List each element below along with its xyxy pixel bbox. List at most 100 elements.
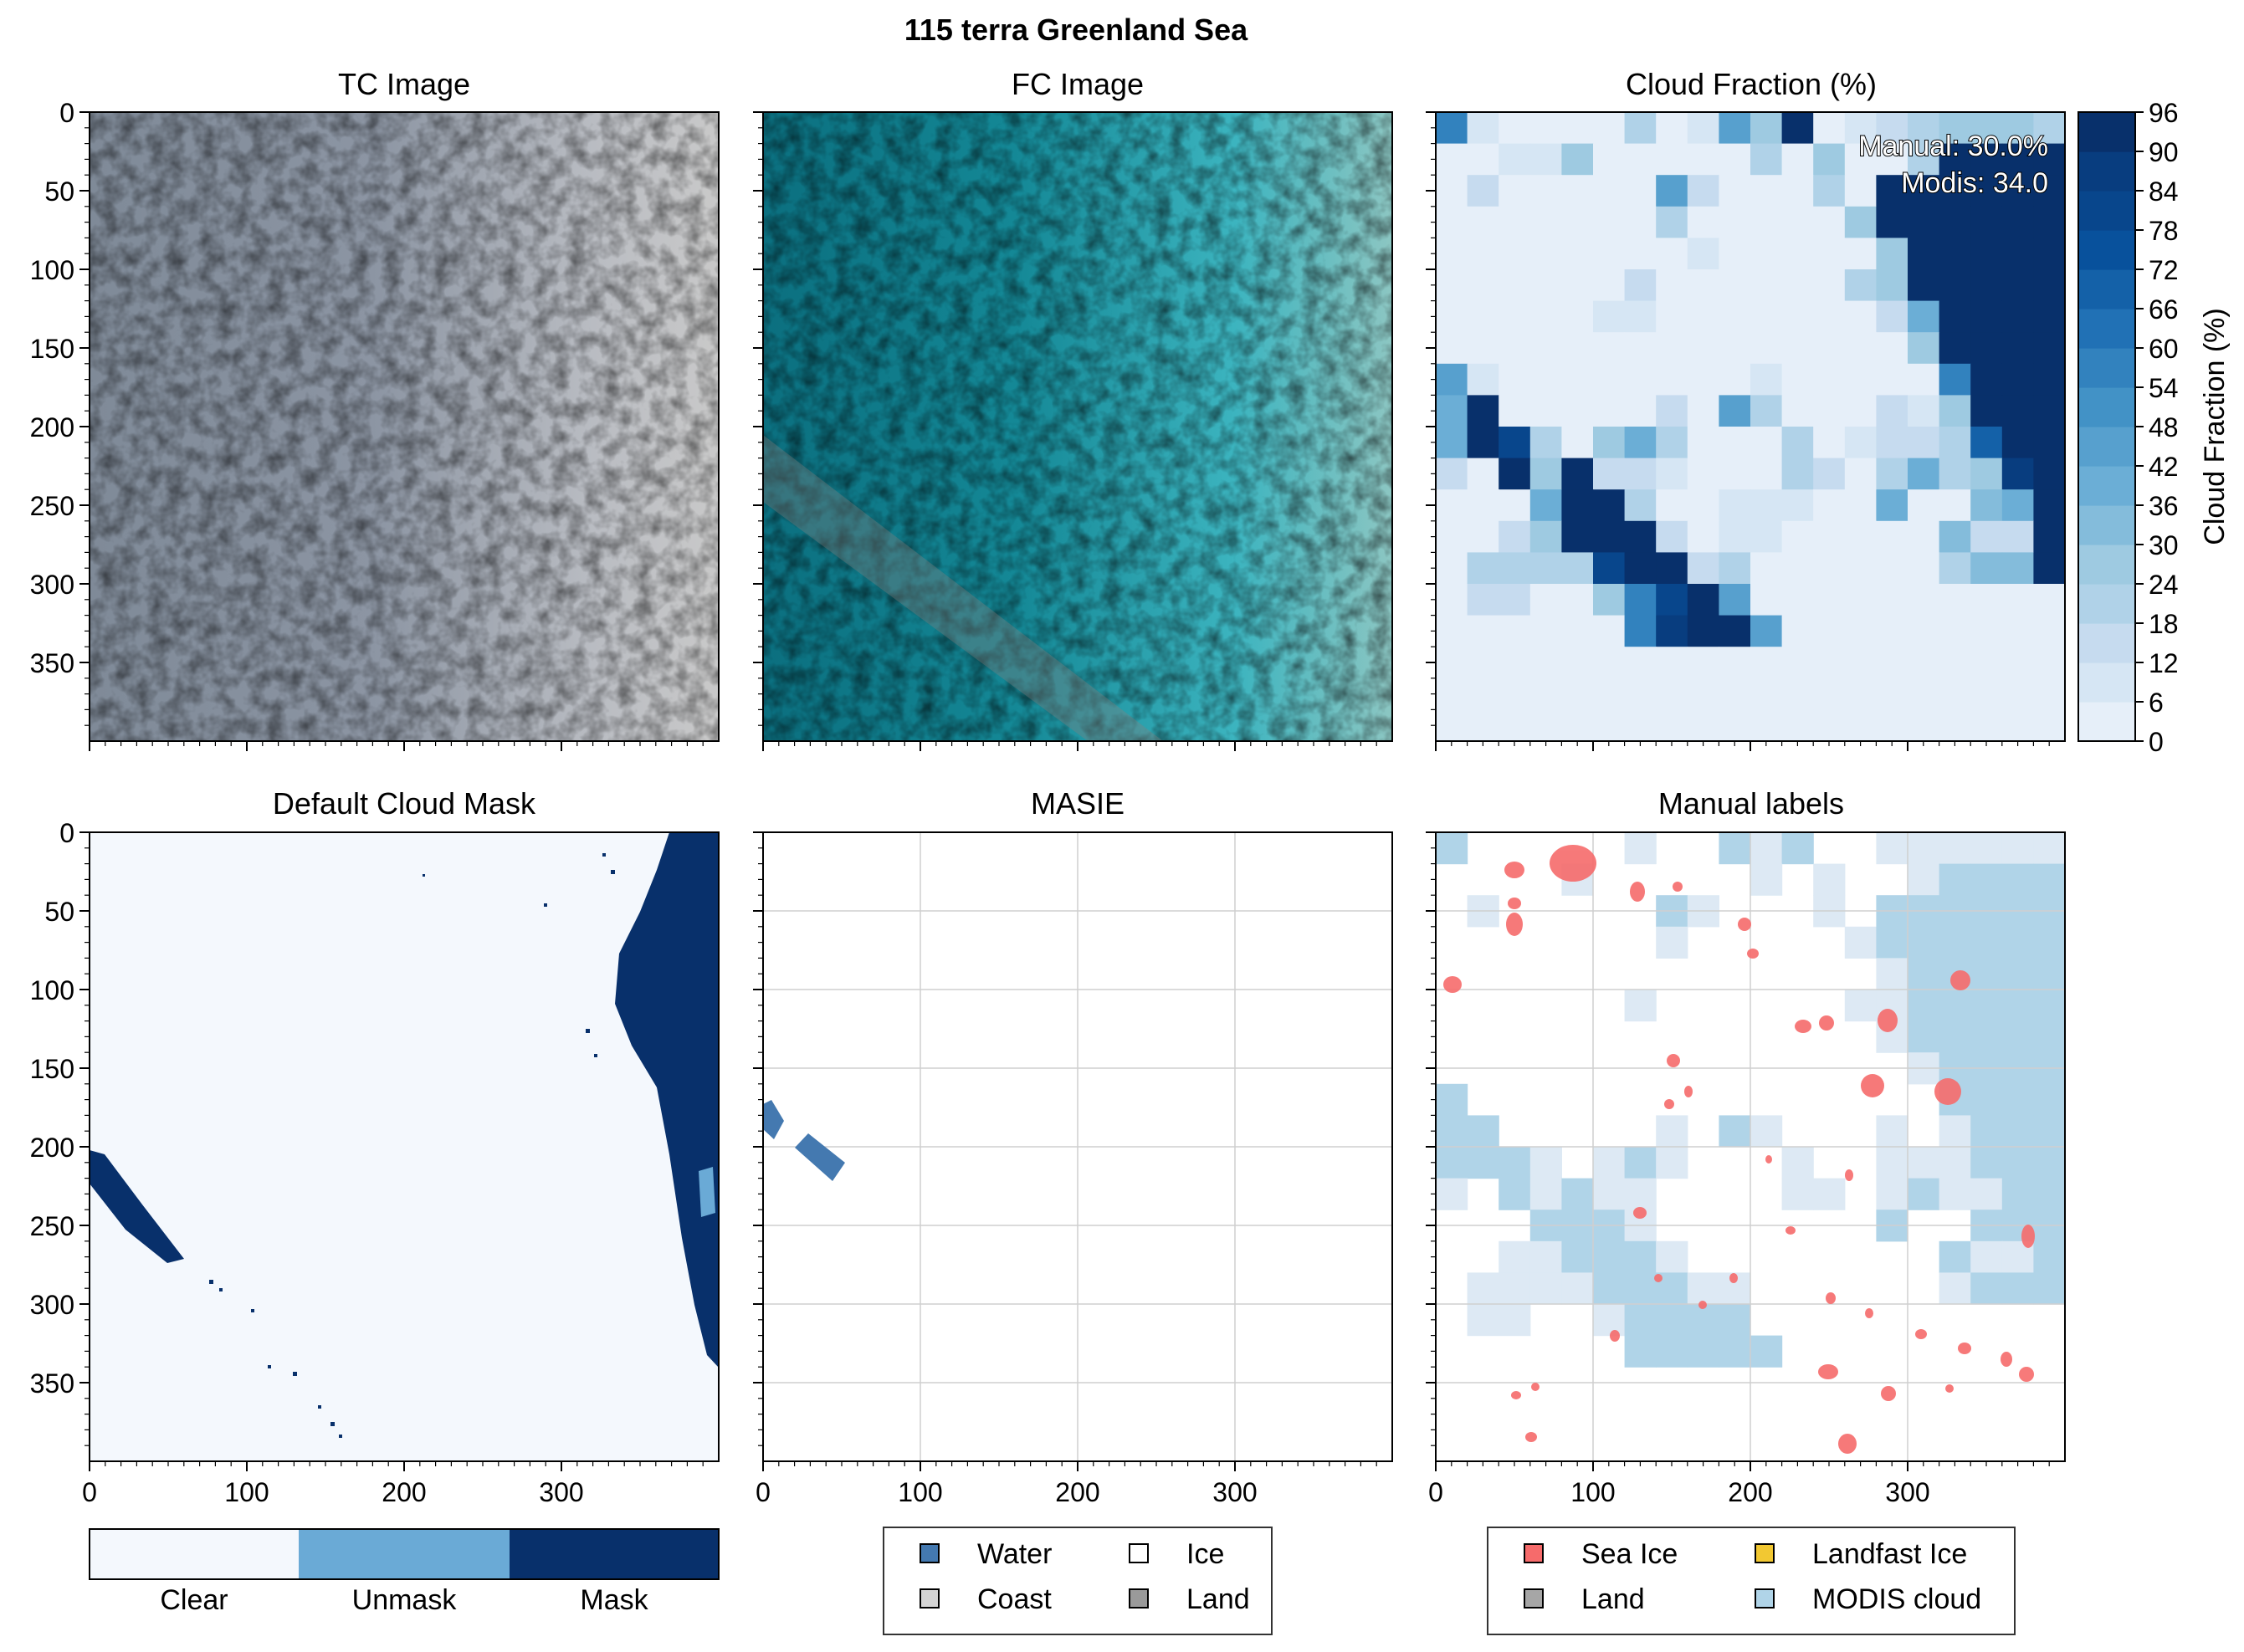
cloud-fraction-cell (1687, 427, 1719, 459)
modis-cloud-cell (1719, 1304, 1751, 1337)
cloud-fraction-cell (1436, 332, 1468, 365)
cloud-fraction-cell (1781, 175, 1814, 207)
cloud-fraction-cell (1593, 520, 1626, 553)
cloud-fraction-cell (1436, 269, 1468, 302)
cloud-fraction-cell (1970, 709, 2003, 742)
modis-cloud-cell (1939, 1147, 1971, 1179)
figure-title: 115 terra Greenland Sea (904, 13, 1248, 47)
cloud-fraction-cell (1593, 615, 1626, 647)
cloud-fraction-cell (1529, 520, 1562, 553)
cloud-fraction-cell (1970, 363, 2003, 396)
cloud-fraction-cell (1561, 427, 1594, 459)
cloud-fraction-cell (1687, 269, 1719, 302)
colorbar-segment (2078, 662, 2135, 703)
modis-cloud-cell (1876, 926, 1908, 959)
cloud-fraction-cell (2033, 395, 2066, 427)
colorbar-segment (2078, 623, 2135, 663)
cloud-fraction-cell (1939, 709, 1971, 742)
y-tick-label: 100 (30, 255, 74, 285)
colorbar-tick-label: 84 (2149, 176, 2179, 207)
colorbar-tick-label: 54 (2149, 373, 2179, 403)
cloud-fraction-cell (1529, 552, 1562, 585)
colorbar-segment (2078, 427, 2135, 467)
cloud-fraction-cell (1499, 489, 1531, 522)
cloud-fraction-cell (1719, 395, 1751, 427)
cloud-fraction-cell (1844, 300, 1877, 333)
cloud-fraction-cell (1467, 584, 1499, 616)
cloud-fraction-cell (1939, 489, 1971, 522)
cloud-fraction-cell (1529, 238, 1562, 270)
modis-cloud-cell (1436, 1083, 1468, 1116)
modis-cloud-cell (1624, 1335, 1657, 1368)
cloud-fraction-cell (1908, 458, 1940, 490)
modis-cloud-cell (2001, 958, 2034, 990)
colorbar-tick-label: 0 (2149, 727, 2164, 757)
cloud-fraction-cell (1593, 363, 1626, 396)
cloud-fraction-cell (2033, 647, 2066, 679)
cloud-fraction-cell (1970, 552, 2003, 585)
cloud-fraction-cell (1908, 552, 1940, 585)
cloud-fraction-cell (1908, 647, 1940, 679)
cloud-fraction-cell (2033, 363, 2066, 396)
modis-cloud-cell (1908, 990, 1940, 1022)
cloud-fraction-cell (1593, 584, 1626, 616)
cloud-mask-image (90, 832, 719, 1461)
cloud-fraction-cell (1939, 584, 1971, 616)
modis-cloud-cell (1781, 1178, 1814, 1210)
masie-gridlines (763, 832, 1392, 1461)
modis-cloud-cell (1656, 1335, 1688, 1368)
modis-cloud-cell (1529, 1178, 1562, 1210)
cloud-fraction-cell (1624, 143, 1657, 176)
cloud-fraction-cell (1624, 584, 1657, 616)
y-tick-label: 100 (30, 975, 74, 1005)
cloud-fraction-cell (1529, 458, 1562, 490)
cloud-fraction-cell (1844, 427, 1877, 459)
cloud-fraction-cell (1467, 395, 1499, 427)
modis-cloud-cell (1656, 1304, 1688, 1337)
colorbar-tick-label: 96 (2149, 98, 2179, 128)
colorbar-tick-label: 42 (2149, 452, 2179, 482)
legend-swatch-ice (1129, 1543, 1149, 1563)
cloud-fraction-cell (1624, 175, 1657, 207)
modis-cloud-cell (1939, 990, 1971, 1022)
cloud-fraction-cell (1436, 206, 1468, 238)
colorbar-label: Cloud Fraction (%) (2199, 308, 2231, 545)
modis-cloud-cell (1436, 1115, 1468, 1148)
modis-cloud-cell (1813, 863, 1846, 896)
cloud-fraction-cell (1908, 678, 1940, 710)
colorbar-segment (2078, 151, 2135, 192)
x-tick-label: 0 (1428, 1477, 1443, 1507)
cloud-fraction-cell (1844, 363, 1877, 396)
x-tick-label: 0 (82, 1477, 97, 1507)
cloud-fraction-cell (1656, 584, 1688, 616)
modis-cloud-cell (2001, 832, 2034, 865)
modis-annotation: Modis: 34.0 (1901, 167, 2048, 199)
modis-cloud-cell (1908, 832, 1940, 865)
cloud-fraction-cell (2033, 584, 2066, 616)
colorbar-tick-label: 24 (2149, 570, 2179, 600)
cloud-mask-legend: Clear Unmask Mask (89, 1528, 720, 1616)
modis-cloud-cell (1876, 832, 1908, 865)
cloud-fraction-cell (1970, 427, 2003, 459)
cloud-fraction-cell (1876, 238, 1908, 270)
modis-cloud-cell (1561, 1178, 1594, 1210)
modis-cloud-cell (1750, 1335, 1783, 1368)
cloud-fraction-cell (1529, 647, 1562, 679)
cloud-fraction-cell (1939, 300, 1971, 333)
masie-water-patch-2 (795, 1133, 845, 1181)
cloud-fraction-cell (1719, 427, 1751, 459)
legend-label-unmask: Unmask (352, 1584, 458, 1616)
cloud-fraction-cell (1656, 615, 1688, 647)
modis-cloud-cell (1939, 1240, 1971, 1273)
cloud-fraction-cell (2033, 269, 2066, 302)
cloud-fraction-cell (1719, 709, 1751, 742)
cloud-fraction-cell (1436, 238, 1468, 270)
modis-cloud-cell (2001, 1083, 2034, 1116)
modis-cloud-cell (1624, 1272, 1657, 1305)
cloud-fraction-cell (1561, 206, 1594, 238)
cloud-fraction-cell (2033, 427, 2066, 459)
cloud-fraction-cell (1656, 269, 1688, 302)
cloud-fraction-cell (1593, 458, 1626, 490)
cloud-fraction-cell (1719, 175, 1751, 207)
